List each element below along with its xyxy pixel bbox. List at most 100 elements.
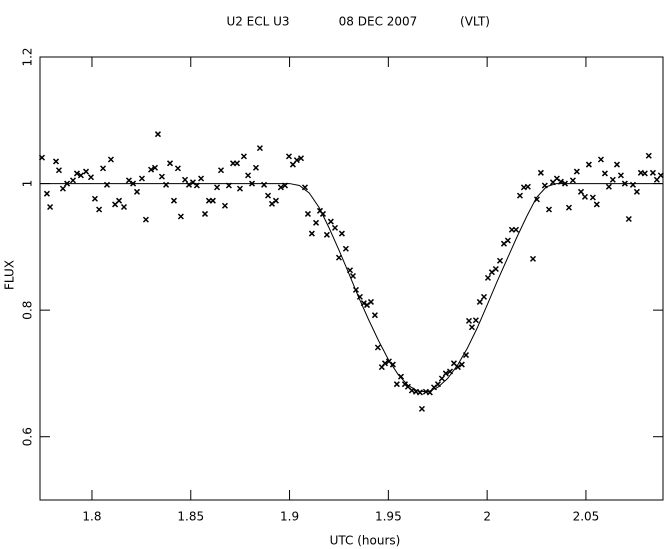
data-point — [593, 201, 600, 208]
data-point — [645, 152, 652, 159]
data-point — [151, 164, 159, 171]
chart-telescope: (VLT) — [460, 15, 490, 29]
data-point — [83, 168, 90, 175]
data-point — [349, 272, 357, 279]
data-point — [585, 161, 592, 168]
model-line — [40, 183, 663, 393]
data-point — [442, 370, 449, 377]
data-point — [468, 324, 475, 331]
data-point — [454, 364, 461, 371]
x-tick-label: 1.9 — [280, 510, 299, 524]
data-point — [418, 405, 425, 412]
data-point — [59, 185, 66, 192]
data-point — [504, 237, 511, 244]
data-point — [338, 230, 345, 237]
data-point — [240, 153, 247, 160]
data-point — [148, 166, 155, 173]
data-point — [174, 165, 181, 172]
data-point — [96, 206, 103, 213]
data-point — [569, 177, 576, 184]
x-axis-label: UTC (hours) — [330, 534, 401, 548]
data-point — [331, 224, 339, 231]
data-point — [252, 164, 259, 171]
data-point — [613, 161, 620, 168]
data-point — [617, 172, 624, 179]
data-point — [77, 172, 84, 179]
data-point — [43, 190, 50, 197]
data-point — [313, 219, 320, 226]
data-point — [458, 361, 465, 368]
data-point — [367, 298, 374, 305]
data-point — [264, 192, 272, 199]
data-point — [201, 210, 209, 217]
data-point — [177, 213, 184, 220]
data-point — [323, 231, 330, 238]
data-point — [389, 361, 396, 368]
data-point — [397, 373, 405, 380]
data-point — [381, 360, 389, 367]
y-tick-label: 1 — [21, 180, 35, 188]
data-point — [308, 230, 315, 237]
data-point — [496, 257, 504, 264]
data-point — [38, 154, 46, 161]
y-axis-label: FLUX — [3, 260, 17, 290]
chart-date: 08 DEC 2007 — [339, 15, 418, 29]
y-tick-label: 0.6 — [21, 427, 35, 446]
x-tick-label: 1.95 — [375, 510, 402, 524]
data-point — [166, 160, 174, 167]
data-point — [138, 175, 145, 182]
data-point — [198, 175, 205, 182]
data-point — [289, 161, 296, 168]
data-point — [277, 184, 284, 191]
data-point — [47, 203, 54, 211]
data-point — [52, 158, 60, 165]
data-point — [158, 173, 165, 180]
data-point — [529, 255, 537, 262]
data-point — [605, 183, 612, 190]
data-point — [581, 193, 588, 200]
data-point — [601, 170, 608, 177]
data-point — [492, 265, 499, 273]
data-point — [256, 145, 263, 152]
data-point — [653, 176, 660, 183]
x-tick-label: 2.05 — [573, 510, 600, 524]
data-point — [516, 192, 523, 199]
y-tick-label: 0.8 — [21, 301, 35, 320]
data-point — [107, 156, 114, 163]
data-point — [304, 210, 311, 217]
data-point — [87, 174, 95, 181]
data-point — [633, 188, 640, 195]
data-point — [285, 153, 292, 160]
data-point — [55, 167, 62, 174]
data-point — [221, 202, 228, 209]
data-point — [438, 375, 445, 382]
data-point — [625, 215, 632, 223]
data-point — [73, 170, 80, 177]
data-point — [371, 312, 378, 319]
data-point — [293, 157, 300, 164]
data-point — [154, 131, 161, 138]
chart-title: U2 ECL U3 — [226, 15, 289, 29]
data-point — [465, 317, 472, 324]
data-point — [209, 197, 216, 204]
data-point — [565, 204, 572, 211]
data-point — [100, 165, 107, 172]
data-point — [214, 184, 221, 191]
data-point — [573, 168, 580, 175]
data-point — [245, 172, 252, 179]
plot-frame — [39, 56, 664, 501]
data-point — [374, 344, 381, 351]
x-tick-label: 2 — [483, 510, 491, 524]
data-point — [297, 155, 305, 162]
data-point — [476, 298, 483, 305]
data-point — [120, 203, 128, 211]
data-point — [641, 170, 648, 177]
data-point — [335, 254, 342, 261]
data-point — [393, 381, 400, 388]
data-point — [327, 218, 334, 225]
data-point — [142, 216, 149, 223]
data-point — [342, 245, 349, 252]
y-tick-label: 1.2 — [21, 47, 35, 66]
data-point — [272, 197, 279, 204]
